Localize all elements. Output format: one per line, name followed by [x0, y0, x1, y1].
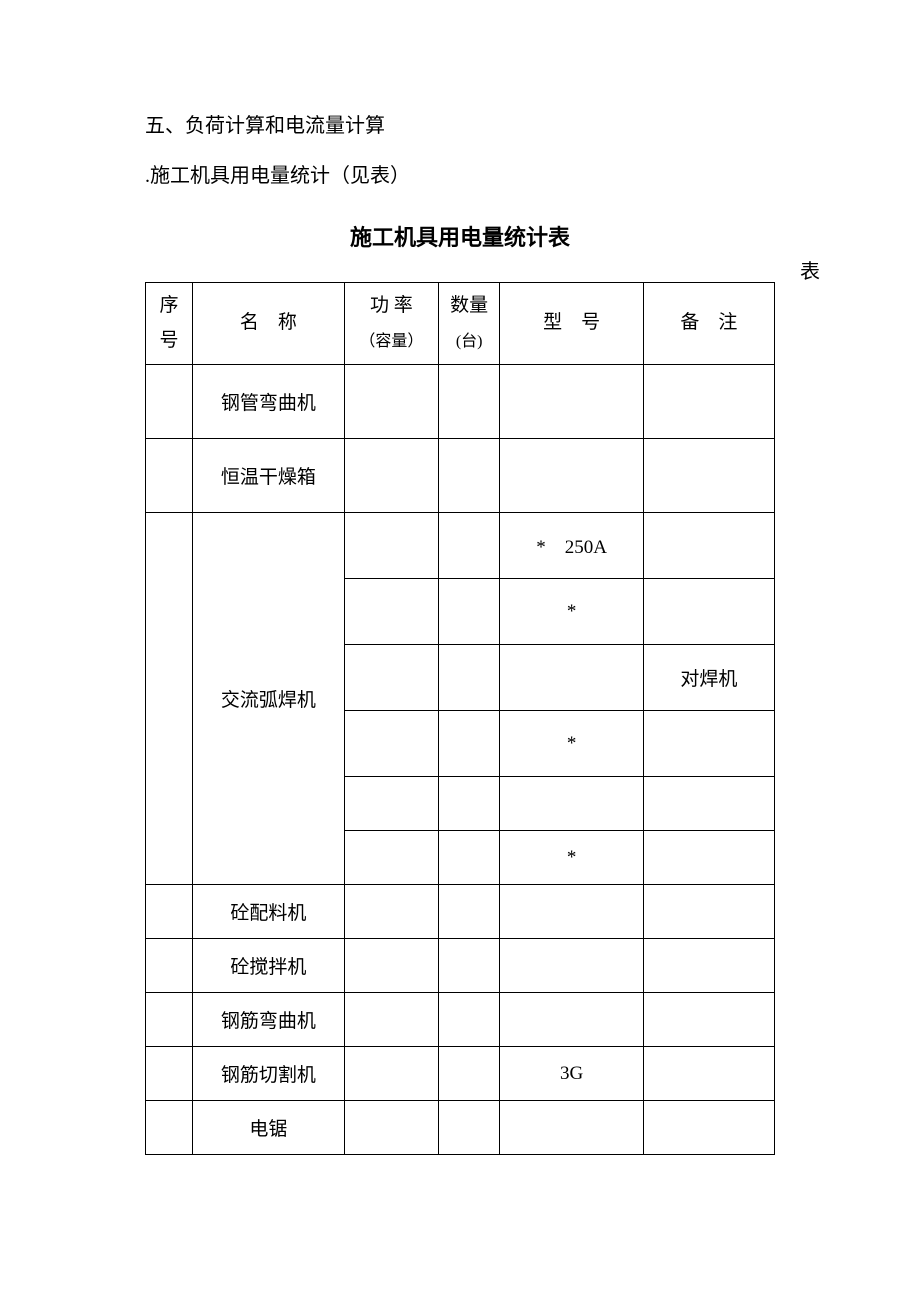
- table-row: 钢管弯曲机: [146, 365, 775, 439]
- cell-model: * 250A: [500, 513, 643, 579]
- cell-qty: [438, 939, 499, 993]
- cell-note: [643, 1101, 774, 1155]
- cell-note: [643, 513, 774, 579]
- cell-power: [344, 439, 438, 513]
- cell-qty: [438, 993, 499, 1047]
- cell-seq: [146, 513, 193, 885]
- cell-qty: [438, 513, 499, 579]
- equipment-table: 序 号 名 称 功 率 （容量） 数量 (台) 型 号 备 注 钢管弯曲机: [145, 282, 775, 1155]
- cell-qty: [438, 439, 499, 513]
- table-row: 砼配料机: [146, 885, 775, 939]
- cell-name: 砼配料机: [193, 885, 345, 939]
- cell-qty: [438, 365, 499, 439]
- cell-power: [344, 1047, 438, 1101]
- col-header-power-l1: 功 率: [370, 295, 413, 316]
- cell-power: [344, 365, 438, 439]
- cell-name: 恒温干燥箱: [193, 439, 345, 513]
- table-row: 钢筋弯曲机: [146, 993, 775, 1047]
- col-header-seq-l2: 号: [160, 330, 179, 351]
- cell-note: [643, 777, 774, 831]
- cell-power: [344, 777, 438, 831]
- cell-qty: [438, 711, 499, 777]
- cell-note: [643, 939, 774, 993]
- cell-model: [500, 993, 643, 1047]
- cell-note: [643, 885, 774, 939]
- cell-model: [500, 365, 643, 439]
- table-row: 恒温干燥箱: [146, 439, 775, 513]
- cell-qty: [438, 579, 499, 645]
- cell-model: [500, 1101, 643, 1155]
- cell-qty: [438, 1047, 499, 1101]
- cell-seq: [146, 939, 193, 993]
- cell-seq: [146, 1047, 193, 1101]
- cell-model: [500, 777, 643, 831]
- cell-model: [500, 885, 643, 939]
- cell-note: [643, 579, 774, 645]
- cell-note: [643, 1047, 774, 1101]
- section-heading: 五、负荷计算和电流量计算: [145, 110, 775, 142]
- table-label: 表: [800, 255, 820, 284]
- cell-name: 钢管弯曲机: [193, 365, 345, 439]
- col-header-seq: 序 号: [146, 283, 193, 365]
- cell-power: [344, 939, 438, 993]
- cell-name: 砼搅拌机: [193, 939, 345, 993]
- cell-qty: [438, 777, 499, 831]
- cell-model: [500, 645, 643, 711]
- table-header-row: 序 号 名 称 功 率 （容量） 数量 (台) 型 号 备 注: [146, 283, 775, 365]
- col-header-power: 功 率 （容量）: [344, 283, 438, 365]
- col-header-qty: 数量 (台): [438, 283, 499, 365]
- cell-name: 钢筋切割机: [193, 1047, 345, 1101]
- table-title: 施工机具用电量统计表: [145, 220, 775, 252]
- cell-model: [500, 439, 643, 513]
- cell-model: 3G: [500, 1047, 643, 1101]
- cell-name: 钢筋弯曲机: [193, 993, 345, 1047]
- cell-seq: [146, 439, 193, 513]
- cell-model: *: [500, 831, 643, 885]
- col-header-seq-l1: 序: [160, 295, 179, 316]
- cell-note: 对焊机: [643, 645, 774, 711]
- cell-seq: [146, 365, 193, 439]
- cell-name: 电锯: [193, 1101, 345, 1155]
- cell-power: [344, 831, 438, 885]
- cell-model: *: [500, 711, 643, 777]
- table-row: 钢筋切割机 3G: [146, 1047, 775, 1101]
- col-header-name: 名 称: [193, 283, 345, 365]
- cell-note: [643, 711, 774, 777]
- cell-model: *: [500, 579, 643, 645]
- cell-power: [344, 645, 438, 711]
- cell-model: [500, 939, 643, 993]
- cell-power: [344, 1101, 438, 1155]
- col-header-note: 备 注: [643, 283, 774, 365]
- cell-note: [643, 993, 774, 1047]
- cell-qty: [438, 885, 499, 939]
- cell-note: [643, 831, 774, 885]
- cell-note: [643, 365, 774, 439]
- cell-qty: [438, 1101, 499, 1155]
- cell-seq: [146, 1101, 193, 1155]
- table-row: 电锯: [146, 1101, 775, 1155]
- section-subheading: .施工机具用电量统计（见表）: [145, 160, 775, 192]
- table-row: 砼搅拌机: [146, 939, 775, 993]
- col-header-qty-l1: 数量: [450, 295, 488, 316]
- cell-power: [344, 885, 438, 939]
- cell-qty: [438, 831, 499, 885]
- cell-note: [643, 439, 774, 513]
- cell-power: [344, 711, 438, 777]
- col-header-qty-l2: (台): [456, 333, 483, 350]
- col-header-model: 型 号: [500, 283, 643, 365]
- cell-power: [344, 579, 438, 645]
- cell-seq: [146, 885, 193, 939]
- cell-name: 交流弧焊机: [193, 513, 345, 885]
- cell-power: [344, 993, 438, 1047]
- table-row: 交流弧焊机 * 250A: [146, 513, 775, 579]
- col-header-power-l2: （容量）: [359, 333, 423, 350]
- cell-qty: [438, 645, 499, 711]
- cell-seq: [146, 993, 193, 1047]
- cell-power: [344, 513, 438, 579]
